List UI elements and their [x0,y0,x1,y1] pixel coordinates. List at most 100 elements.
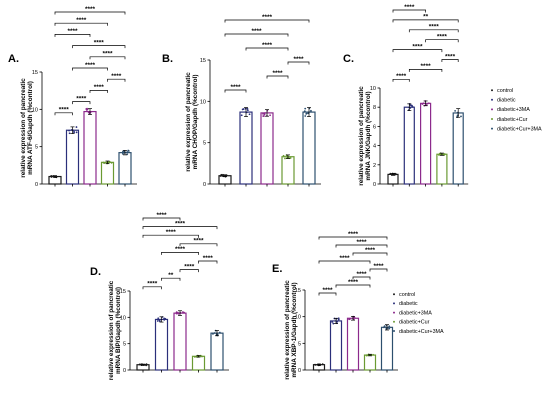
y-axis-label-line: relative expression of pancreatic [358,86,365,186]
legend: control diabetic diabetic+3MA diabetic+Cur d… [491,88,542,132]
y-tick-label: 15 [120,289,126,295]
significance-bracket [392,49,443,53]
y-tick-label: 8 [373,105,376,111]
data-point [75,126,78,128]
panel-letter: E. [272,263,282,275]
data-point [388,325,391,328]
significance-label: **** [94,84,105,91]
y-axis-label: relative expression of pancreaticmRNA AT… [20,78,34,178]
y-tick-label: 10 [32,107,38,113]
y-tick-label: 5 [123,342,126,348]
data-point [387,326,389,329]
significance-label: **** [193,238,204,245]
significance-label: **** [404,4,415,11]
significance-bracket [72,101,91,105]
data-point [304,107,307,110]
bar-diabetic+Cur [281,156,295,185]
data-point [157,317,160,320]
significance-label: **** [356,239,367,246]
bar-diabetic+Cur [363,354,377,371]
data-point [242,108,245,110]
y-tick-label: 0 [373,182,376,188]
significance-label: **** [396,73,407,80]
bar-diabetic+3MA [83,110,97,185]
y-tick-label: 10 [370,86,376,92]
bar-diabetic+Cur+3MA [302,111,316,185]
significance-bracket [142,217,181,221]
data-point [310,109,312,112]
data-point [303,110,306,113]
significance-bracket [54,11,126,15]
significance-bracket [369,268,388,272]
legend-item: control [497,88,513,94]
data-point [85,108,88,110]
data-point [50,174,53,177]
significance-label: **** [76,17,87,24]
significance-label: **** [67,28,78,35]
y-tick-label: 0 [35,182,38,188]
data-point [121,152,124,155]
significance-bracket [266,75,289,79]
y-tick-label: 4 [373,144,376,150]
significance-label: **** [373,263,384,270]
significance-label: **** [85,6,96,13]
significance-label: **** [184,263,195,270]
data-point [337,318,340,321]
y-axis-label-line: relative expression of pancreatic [185,72,192,172]
data-point [332,322,335,325]
y-axis-label-line: relative expression of pancreatic [284,280,291,380]
legend-item: control [399,292,415,298]
bar-diabetic+Cur+3MA [380,326,394,371]
legend-marker [491,108,493,111]
data-point [110,161,113,164]
data-point [331,321,334,323]
data-point [177,312,180,315]
data-point [438,154,440,156]
significance-bracket [408,29,459,33]
legend-marker [393,293,395,296]
significance-label: **** [322,287,333,294]
data-point [314,364,317,366]
y-axis-label: relative expression of pancreaticmRNA BI… [108,280,122,380]
chart-panel-d: D. relative expression of pancreaticmRNA … [90,212,229,380]
significance-bracket [318,260,371,264]
bar-diabetic+3MA [173,312,187,371]
data-point [427,102,430,105]
significance-label: **** [175,246,186,253]
data-point [383,325,386,328]
significance-bracket [318,292,337,296]
significance-bracket [89,56,126,60]
significance-label: **** [262,42,273,49]
chart-panel-c: C. relative expression of pancreaticmRNA … [343,4,542,188]
data-point [126,151,129,153]
data-point [336,320,338,323]
significance-label: **** [85,62,96,69]
significance-bracket [161,252,199,255]
legend-item: diabetic+3MA [399,310,432,316]
significance-label: **** [445,53,456,60]
significance-label: **** [94,39,105,46]
data-point [425,104,428,106]
significance-label: **** [421,63,432,70]
data-point [411,104,413,107]
y-tick-label: 0 [203,182,206,188]
significance-label: **** [348,231,359,238]
significance-bracket [161,277,181,281]
data-point [212,333,214,335]
significance-bracket [352,252,388,256]
significance-label: **** [203,255,214,262]
significance-label: **** [59,107,70,114]
y-axis-label-line: relative expression of pancreatic [108,280,115,380]
bar-control [387,173,399,185]
legend-marker [491,98,493,101]
legend-marker [393,311,395,314]
data-point [102,161,105,164]
data-point [282,154,285,157]
significance-bracket [142,226,218,230]
y-axis-label-line: mRNA XBP-1/Gapdh (%control) [291,282,298,377]
y-axis-label: relative expression of pancreaticmRNA JN… [358,86,372,186]
significance-label: **** [166,229,177,236]
data-point [269,114,271,117]
significance-bracket [287,61,310,65]
